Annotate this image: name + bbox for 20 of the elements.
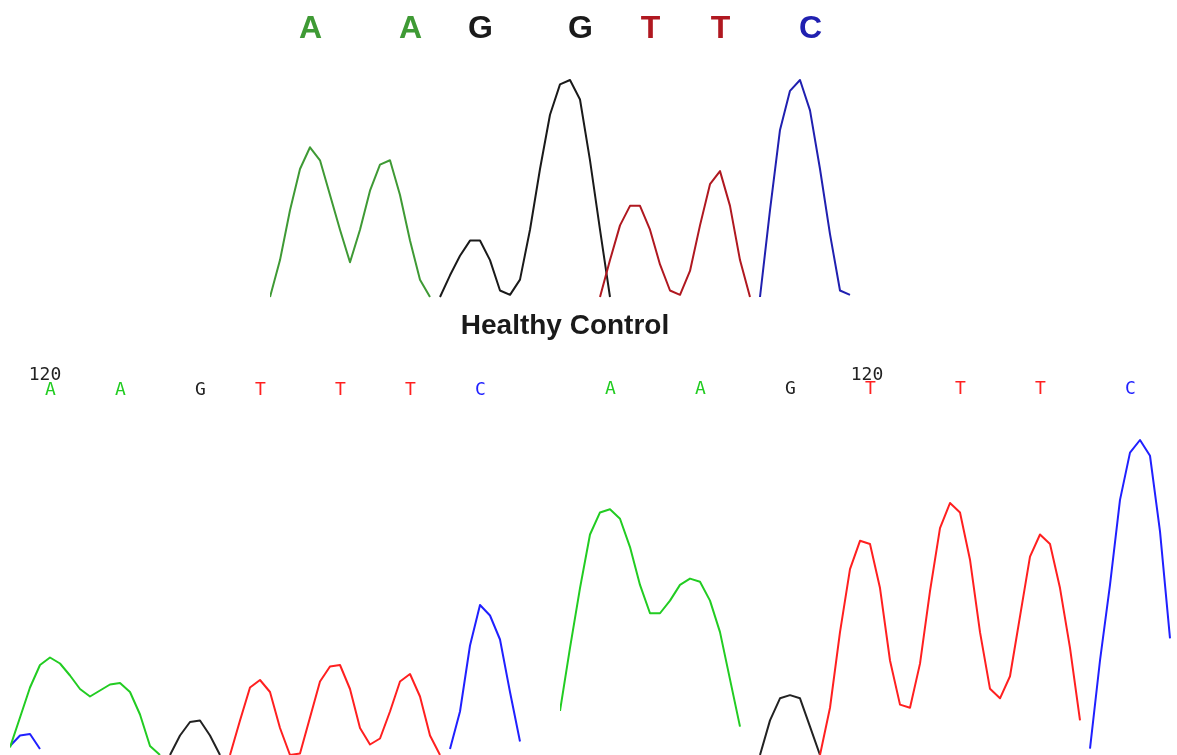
x-tick-label: C <box>475 377 486 399</box>
x-tick-label: A <box>695 376 707 398</box>
x-tick-label: G <box>195 377 206 399</box>
x-tick-label: G <box>785 376 796 398</box>
x-tick-label: G <box>468 8 493 45</box>
x-tick-label: T <box>335 377 347 399</box>
x-tick-label: T <box>710 8 731 45</box>
x-tick-label: T <box>1035 376 1047 398</box>
x-axis-title: Healthy Control <box>460 309 670 340</box>
x-tick-label: A <box>298 8 323 45</box>
x-tick-label: A <box>605 376 617 398</box>
x-tick-label: T <box>955 376 967 398</box>
x-tick-label: G <box>568 8 593 45</box>
x-tick-label: A <box>398 8 423 45</box>
x-tick-label: T <box>255 377 267 399</box>
x-tick-label: C <box>798 8 823 45</box>
x-tick-label: C <box>1125 376 1136 398</box>
x-tick-label: T <box>640 8 661 45</box>
x-tick-label: A <box>115 377 127 399</box>
x-tick-label: T <box>405 377 417 399</box>
